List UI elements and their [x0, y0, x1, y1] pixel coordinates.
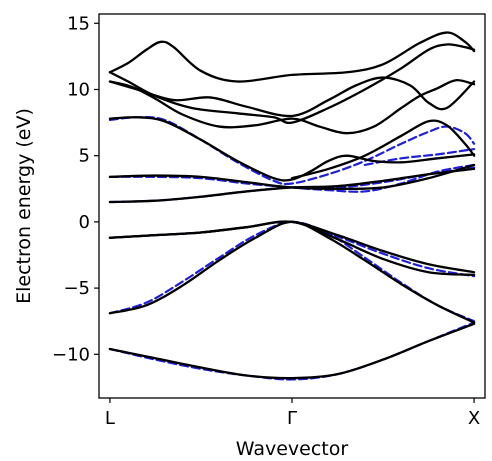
model-band-line-7 [108, 322, 476, 380]
y-tick-label: −10 [52, 344, 90, 365]
y-tick-label: 5 [79, 146, 90, 167]
reference-band-line-5 [108, 116, 476, 186]
model-band-line-14 [290, 119, 476, 180]
model-band-line-18 [108, 43, 476, 125]
x-tick-label: L [105, 408, 115, 429]
model-band-line-12 [108, 163, 476, 190]
model-band-line-17 [108, 31, 476, 83]
reference-band-line-4 [108, 163, 476, 193]
x-tick-label: Γ [287, 408, 297, 429]
y-tick-label: −5 [63, 278, 90, 299]
model-band-line-16 [108, 76, 476, 118]
series-layer [108, 31, 476, 381]
model-band-line-10 [108, 220, 476, 277]
y-tick-label: 0 [79, 212, 90, 233]
plot-area [98, 13, 486, 399]
y-axis-ticks: −10 −5 0 5 10 15 [52, 13, 99, 365]
plot-frame [98, 13, 486, 399]
y-tick-label: 15 [67, 13, 90, 34]
model-band-line-15 [108, 79, 476, 135]
x-axis-label: Wavevector [236, 438, 349, 460]
y-tick-label: 10 [67, 79, 90, 100]
y-axis-label: Electron energy (eV) [13, 108, 35, 304]
x-tick-label: X [468, 408, 480, 429]
